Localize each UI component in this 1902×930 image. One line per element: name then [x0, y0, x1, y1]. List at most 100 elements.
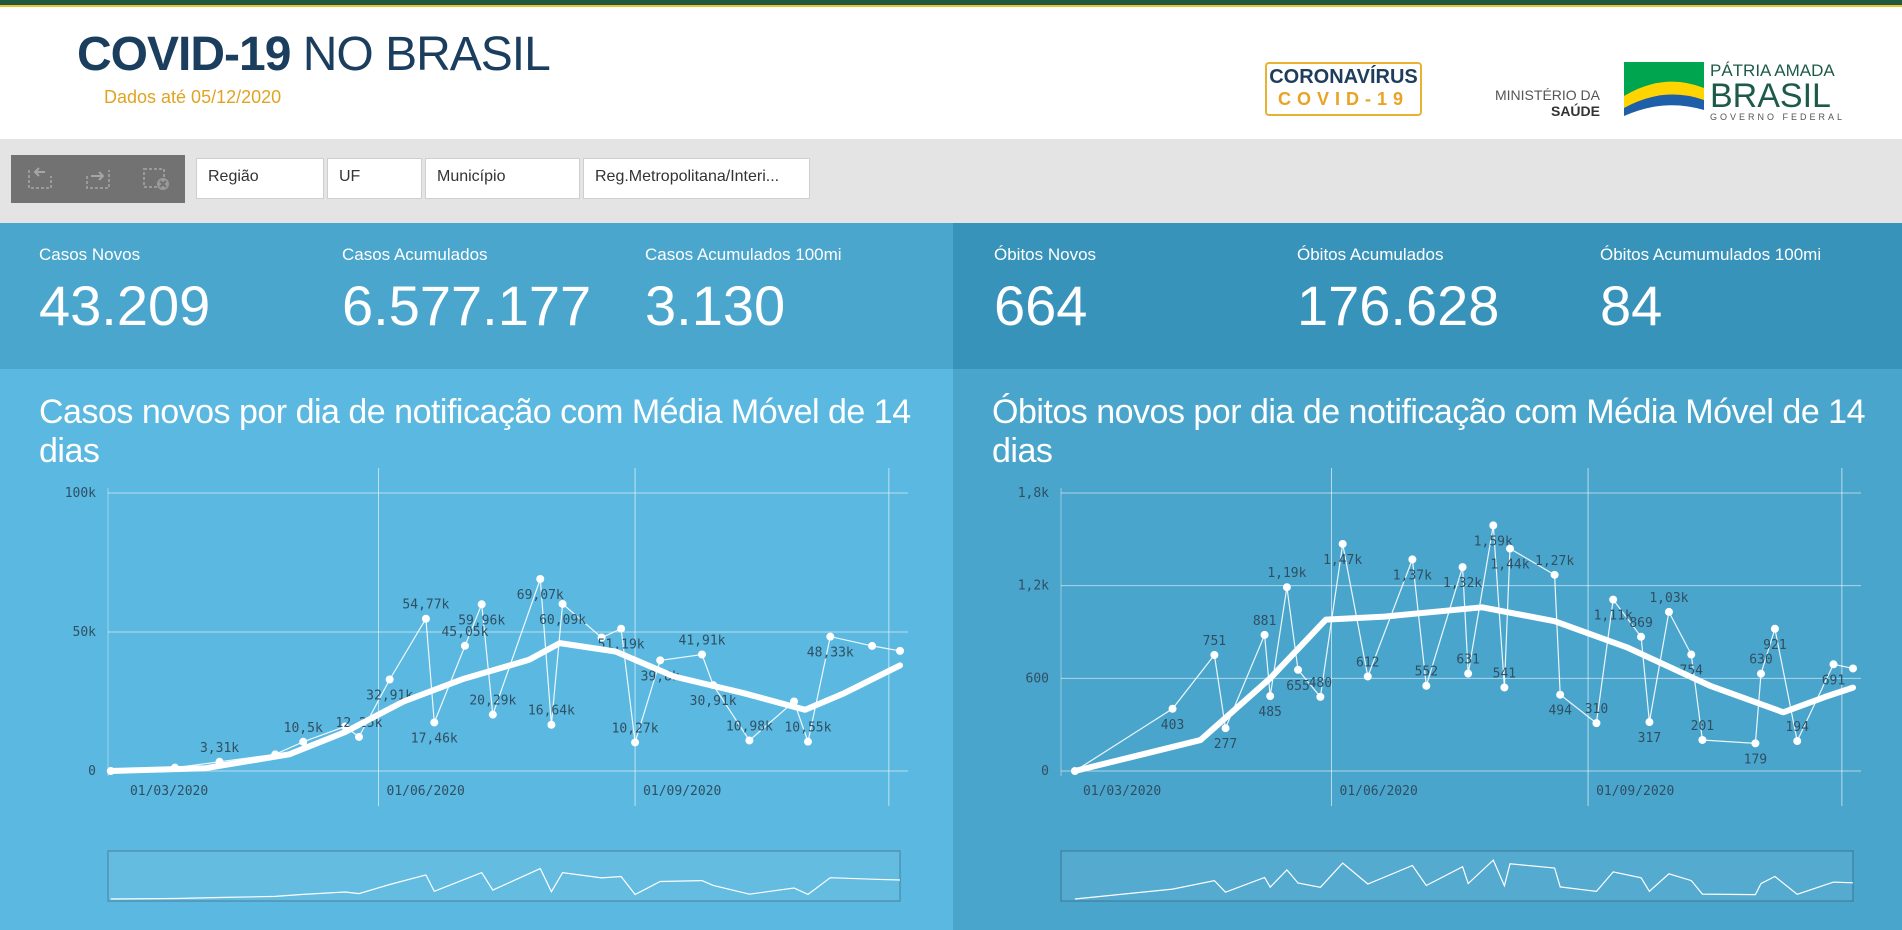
casos-daily-point	[803, 737, 812, 746]
stat-casos-acumulados: Casos Acumulados 6.577.177	[342, 245, 592, 337]
stat-obitos-acumulados: Óbitos Acumulados 176.628	[1297, 245, 1500, 337]
obitos-daily-line	[1074, 525, 1854, 772]
obitos-daily-point	[1266, 692, 1275, 701]
casos-daily-point	[631, 738, 640, 747]
filter-regiao[interactable]: Região	[196, 158, 324, 199]
casos-daily-point	[896, 646, 904, 655]
filter-reg-metropolitana[interactable]: Reg.Metropolitana/Interi...	[583, 158, 810, 199]
casos-chart[interactable]: 0 50k 100k 01/03/2020 01/06/2020 01/09/2020 3,…	[0, 223, 953, 930]
obitos-navigator	[1060, 850, 1854, 902]
casos-daily-point	[868, 641, 877, 650]
clear-selection-icon[interactable]	[139, 164, 173, 194]
obitos-data-label: 631	[1456, 653, 1479, 668]
obitos-daily-point	[1637, 632, 1646, 641]
casos-daily-point	[656, 656, 665, 665]
obitos-daily-point	[1756, 669, 1765, 678]
obitos-data-label: 1,32k	[1443, 576, 1482, 591]
obitos-y-tick-label: 0	[1041, 764, 1049, 779]
obitos-daily-point	[1770, 624, 1779, 633]
obitos-data-label: 277	[1214, 737, 1237, 752]
casos-data-label: 30,91k	[690, 694, 737, 709]
undo-icon[interactable]	[23, 164, 57, 194]
obitos-panel: Óbitos Novos 664 Óbitos Acumulados 176.6…	[953, 223, 1902, 930]
casos-data-label: 54,77k	[402, 598, 449, 613]
obitos-data-label: 179	[1744, 752, 1767, 767]
casos-data-label: 60,09k	[539, 613, 586, 628]
obitos-data-label: 630	[1749, 653, 1772, 668]
casos-daily-point	[385, 675, 394, 684]
stat-casos-100mi: Casos Acumulados 100mi 3.130	[645, 245, 842, 337]
obitos-y-tick-label: 600	[1026, 671, 1049, 686]
obitos-daily-point	[1489, 521, 1498, 530]
obitos-data-label: 403	[1161, 718, 1184, 733]
casos-daily-point	[698, 650, 706, 659]
obitos-data-label: 881	[1253, 614, 1276, 629]
casos-daily-point	[536, 574, 545, 583]
redo-icon[interactable]	[81, 164, 115, 194]
casos-x-tick-label: 01/06/2020	[387, 784, 465, 799]
obitos-data-label: 480	[1309, 676, 1332, 691]
filter-municipio[interactable]: Município	[425, 158, 580, 199]
casos-daily-point	[477, 600, 486, 609]
page-header: COVID-19 NO BRASIL Dados até 05/12/2020 …	[0, 7, 1902, 139]
obitos-chart-title: Óbitos novos por dia de notificação com …	[992, 393, 1866, 470]
casos-data-label: 10,27k	[612, 721, 659, 736]
obitos-data-label: 869	[1629, 616, 1652, 631]
casos-daily-point	[558, 599, 567, 608]
casos-daily-point	[745, 736, 754, 745]
obitos-daily-point	[1408, 555, 1417, 564]
casos-x-tick-label: 01/03/2020	[130, 784, 208, 799]
obitos-daily-point	[1505, 544, 1514, 553]
casos-moving-average-line	[107, 640, 903, 774]
casos-y-tick-label: 0	[88, 764, 96, 779]
casos-y-tick-label: 50k	[73, 625, 97, 640]
obitos-x-tick-label: 01/03/2020	[1083, 784, 1161, 799]
obitos-daily-point	[1294, 665, 1303, 674]
obitos-daily-point	[1338, 539, 1347, 548]
filter-bar: Região UF Município Reg.Metropolitana/In…	[0, 139, 1902, 223]
obitos-chart[interactable]: 0 600 1,2k 1,8k 01/03/2020 01/06/2020 01/09/20…	[953, 223, 1902, 930]
obitos-daily-point	[1422, 681, 1431, 690]
casos-daily-point	[460, 641, 469, 650]
casos-chart-title: Casos novos por dia de notificação com M…	[39, 393, 911, 470]
obitos-data-label: 655	[1286, 679, 1309, 694]
obitos-data-label: 921	[1763, 638, 1786, 653]
obitos-daily-point	[1363, 672, 1372, 681]
obitos-data-label: 1,19k	[1267, 566, 1306, 581]
obitos-moving-average-line	[1071, 604, 1856, 774]
casos-y-tick-label: 100k	[65, 486, 96, 501]
obitos-daily-point	[1556, 690, 1565, 699]
casos-x-tick-label: 01/09/2020	[643, 784, 721, 799]
filter-uf[interactable]: UF	[327, 158, 422, 199]
obitos-daily-point	[1698, 735, 1707, 744]
obitos-daily-point	[1282, 583, 1291, 592]
casos-data-label: 17,46k	[411, 731, 458, 746]
obitos-daily-point	[1687, 650, 1696, 659]
obitos-data-label: 194	[1785, 720, 1809, 735]
obitos-data-label: 494	[1548, 704, 1572, 719]
obitos-daily-point	[1464, 669, 1473, 678]
casos-navigator-line	[110, 867, 901, 900]
obitos-data-label: 485	[1258, 705, 1281, 720]
stat-obitos-100mi: Óbitos Acumumulados 100mi 84	[1600, 245, 1822, 337]
casos-data-label: 20,29k	[469, 694, 516, 709]
coronavirus-logo: CORONAVÍRUS COVID-19	[1265, 62, 1422, 116]
patria-amada-brasil-logo: PÁTRIA AMADA BRASIL GOVERNO FEDERAL	[1710, 61, 1846, 122]
obitos-data-label: 201	[1691, 719, 1714, 734]
casos-daily-point	[597, 633, 606, 642]
obitos-data-label: 1,47k	[1323, 553, 1362, 568]
casos-daily-point	[299, 737, 308, 746]
casos-data-label: 16,64k	[528, 704, 575, 719]
casos-daily-point	[826, 632, 835, 641]
casos-data-label: 48,33k	[807, 646, 854, 661]
obitos-daily-point	[1645, 718, 1654, 727]
obitos-daily-point	[1168, 704, 1177, 713]
obitos-data-label: 541	[1493, 666, 1516, 681]
casos-data-label: 45,05k	[441, 625, 488, 640]
casos-daily-point	[421, 614, 430, 623]
obitos-daily-point	[1458, 563, 1467, 572]
obitos-daily-point	[1210, 651, 1219, 660]
obitos-daily-point	[1316, 692, 1325, 701]
obitos-daily-point	[1260, 630, 1269, 639]
obitos-data-label: 552	[1415, 665, 1438, 680]
